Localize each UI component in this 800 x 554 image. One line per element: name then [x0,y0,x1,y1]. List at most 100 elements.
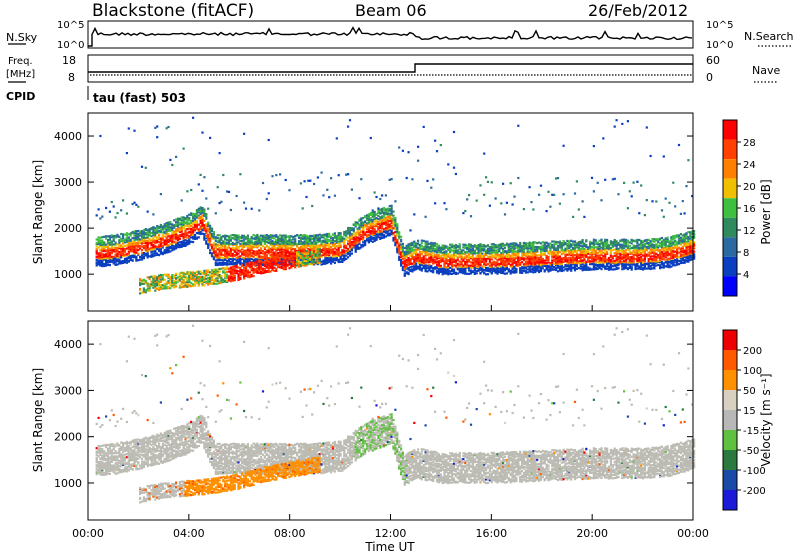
power-cell [435,257,439,260]
power-cell [127,247,130,251]
power-cell [373,220,376,223]
power-cell [195,276,198,279]
power-cell [244,207,248,210]
power-cell [551,261,554,264]
power-cell [524,264,527,267]
power-cell [209,227,212,230]
noise-sky-trace [88,26,693,47]
power-cell [350,227,353,230]
power-cell [371,227,374,231]
power-cell [216,277,219,280]
power-cell [485,176,488,179]
cpid-text: tau (fast) 503 [93,91,186,105]
power-cell [488,255,491,258]
power-cell [167,221,170,224]
power-cell [201,208,204,212]
power-cell [333,254,336,257]
power-cell [452,256,456,259]
power-cell [184,272,187,276]
power-cell [492,260,495,263]
power-cell [277,256,280,259]
power-cell [394,224,397,227]
power-cell [371,212,374,215]
power-cell [99,251,102,254]
power-cell [214,250,217,253]
power-cell [180,219,183,222]
power-cell [311,248,314,251]
power-cell [258,241,261,244]
power-cell [176,239,180,242]
power-cell [456,252,459,255]
power-cell [358,238,361,241]
power-cell [97,259,100,262]
power-cell [290,247,293,250]
power-cell [271,236,274,239]
power-cell [106,253,110,256]
power-cell [123,238,127,241]
power-cell [324,261,327,264]
power-cell [178,222,181,225]
power-cell [154,285,157,288]
power-cell [275,247,278,250]
power-cell [422,265,425,268]
power-cell [573,257,577,260]
power-cell [275,258,278,261]
power-cell [207,221,210,224]
power-cell [430,269,433,272]
power-cell [158,233,161,236]
power-cell [280,248,283,251]
power-cell [534,256,537,259]
power-cell [538,247,541,250]
power-cell [405,254,408,257]
power-cell [452,264,456,267]
power-cell [405,267,408,270]
power-cell [562,269,565,272]
power-cell [150,251,153,254]
power-cell [220,253,223,256]
power-cell [371,236,374,239]
power-cell [570,266,573,269]
power-cell [279,255,282,258]
power-cell [216,279,219,282]
power-cell [549,250,552,253]
power-cell [267,235,270,238]
power-cell [192,229,195,232]
power-cell [409,250,412,253]
power-cell [220,279,223,282]
power-cell [479,271,482,274]
power-cell [305,237,308,240]
power-cell [556,265,560,268]
power-cell [142,255,145,258]
power-cell [452,166,456,169]
power-cell [244,237,248,240]
power-cell [400,251,403,254]
power-cell [496,244,499,247]
power-cell [445,254,448,257]
power-cell [379,229,382,232]
power-cell [108,253,111,257]
nave-right-tick-bottom: 0 [706,71,713,84]
power-cell [163,243,166,246]
power-cell [573,263,577,266]
power-cell [97,262,100,265]
power-cell [158,236,161,239]
power-cell [186,279,189,282]
power-cell [156,252,159,255]
power-cell [556,261,560,264]
power-cell [556,270,560,273]
power-cell [556,248,560,251]
power-cell [539,269,543,273]
power-cell [341,259,344,262]
power-cell [388,208,391,211]
power-cell [301,262,304,265]
power-cell [175,238,178,241]
power-cell [473,268,476,271]
power-cell [396,233,399,236]
power-cell [99,239,102,242]
power-cell [188,241,191,244]
power-cell [101,246,104,249]
power-cell [326,251,329,254]
power-cell [530,270,533,273]
power-cell [437,261,440,264]
power-cell [539,264,543,267]
